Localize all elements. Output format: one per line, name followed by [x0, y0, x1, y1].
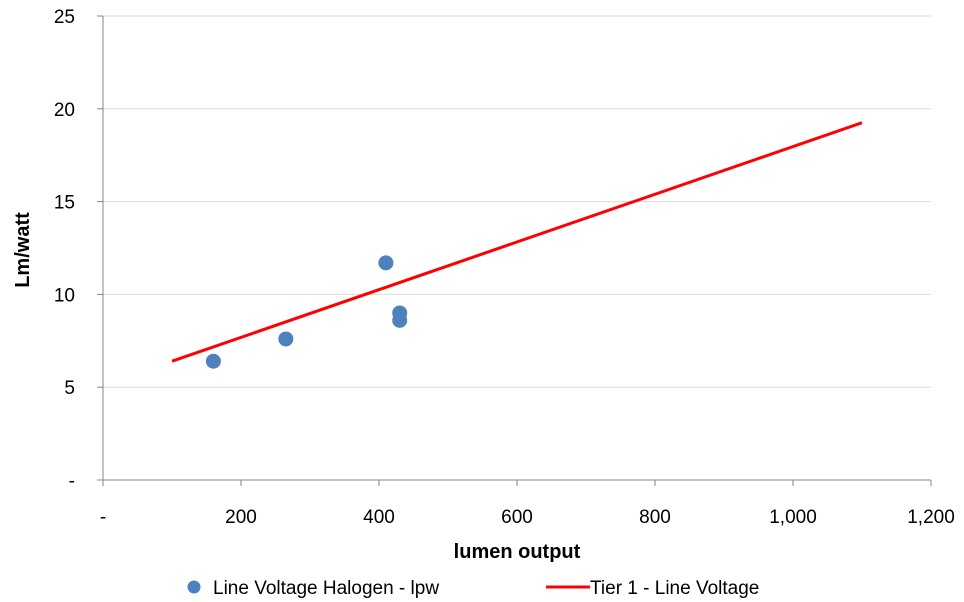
x-tick-label-2: 400 [363, 507, 395, 528]
legend: Line Voltage Halogen - lpw Tier 1 - Line… [187, 578, 759, 599]
x-tick-labels: - 200 400 600 800 1,000 1,200 [100, 507, 955, 528]
data-point-halogen-0 [205, 353, 221, 369]
y-tick-labels: - 5 10 15 20 25 [54, 7, 75, 492]
gridlines [103, 15, 931, 388]
x-tick-label-1: 200 [225, 507, 257, 528]
series-line-tier1 [171, 121, 863, 363]
y-tick-label-4: 20 [54, 100, 75, 121]
legend-label-tier1: Tier 1 - Line Voltage [590, 578, 759, 599]
x-axis-title: lumen output [454, 541, 581, 563]
y-tick-label-1: 5 [64, 378, 75, 399]
data-point-halogen-2 [378, 255, 394, 271]
data-point-halogen-1 [278, 331, 294, 347]
y-tick-label-2: 10 [54, 285, 75, 306]
data-point-halogen-4 [392, 312, 408, 328]
legend-marker-halogen [187, 580, 201, 594]
x-tick-label-6: 1,200 [907, 507, 955, 528]
y-axis-title: Lm/watt [12, 212, 34, 288]
y-tick-label-0: - [69, 471, 75, 492]
plot-area-series [171, 121, 863, 369]
x-tick-label-0: - [100, 507, 106, 528]
legend-label-halogen: Line Voltage Halogen - lpw [213, 578, 439, 599]
x-tick-label-4: 800 [639, 507, 671, 528]
y-tick-label-5: 25 [54, 7, 75, 28]
x-tick-label-5: 1,000 [769, 507, 817, 528]
axes [97, 15, 932, 486]
x-tick-label-3: 600 [501, 507, 533, 528]
y-tick-label-3: 15 [54, 193, 75, 214]
